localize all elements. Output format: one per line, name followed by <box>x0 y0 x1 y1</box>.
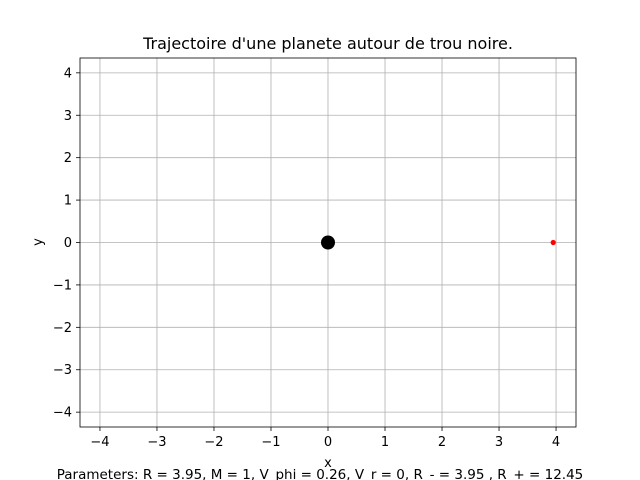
y-tick-label: 1 <box>64 194 72 209</box>
y-tick-label: 3 <box>64 109 72 124</box>
y-tick-label: −3 <box>53 363 72 378</box>
x-tick-label: −3 <box>147 435 166 450</box>
x-tick-label: 0 <box>324 435 332 450</box>
parameters-caption: Parameters: R = 3.95, M = 1, V_phi = 0.2… <box>57 467 584 480</box>
x-tick-label: 4 <box>552 435 560 450</box>
data-markers <box>321 235 556 250</box>
planet-marker <box>550 239 556 246</box>
x-tick-label: −4 <box>90 435 109 450</box>
y-tick-label: 0 <box>64 236 72 251</box>
y-axis-ticks: −4 −3 −2 −1 0 1 2 3 4 <box>53 66 80 421</box>
x-tick-label: 2 <box>438 435 446 450</box>
x-tick-label: 3 <box>495 435 503 450</box>
x-tick-label: 1 <box>381 435 389 450</box>
y-tick-label: −2 <box>53 321 72 336</box>
x-tick-label: −2 <box>204 435 223 450</box>
y-tick-label: 2 <box>64 151 72 166</box>
y-tick-label: −4 <box>53 406 72 421</box>
y-tick-label: −1 <box>53 278 72 293</box>
chart-title: Trajectoire d'une planete autour de trou… <box>142 34 513 53</box>
x-axis-label: x <box>324 456 332 471</box>
x-axis-ticks: −4 −3 −2 −1 0 1 2 3 4 <box>90 427 560 450</box>
x-tick-label: −1 <box>261 435 280 450</box>
y-tick-label: 4 <box>64 66 72 81</box>
y-axis-label: y <box>31 238 46 246</box>
black-hole-marker <box>321 235 335 250</box>
